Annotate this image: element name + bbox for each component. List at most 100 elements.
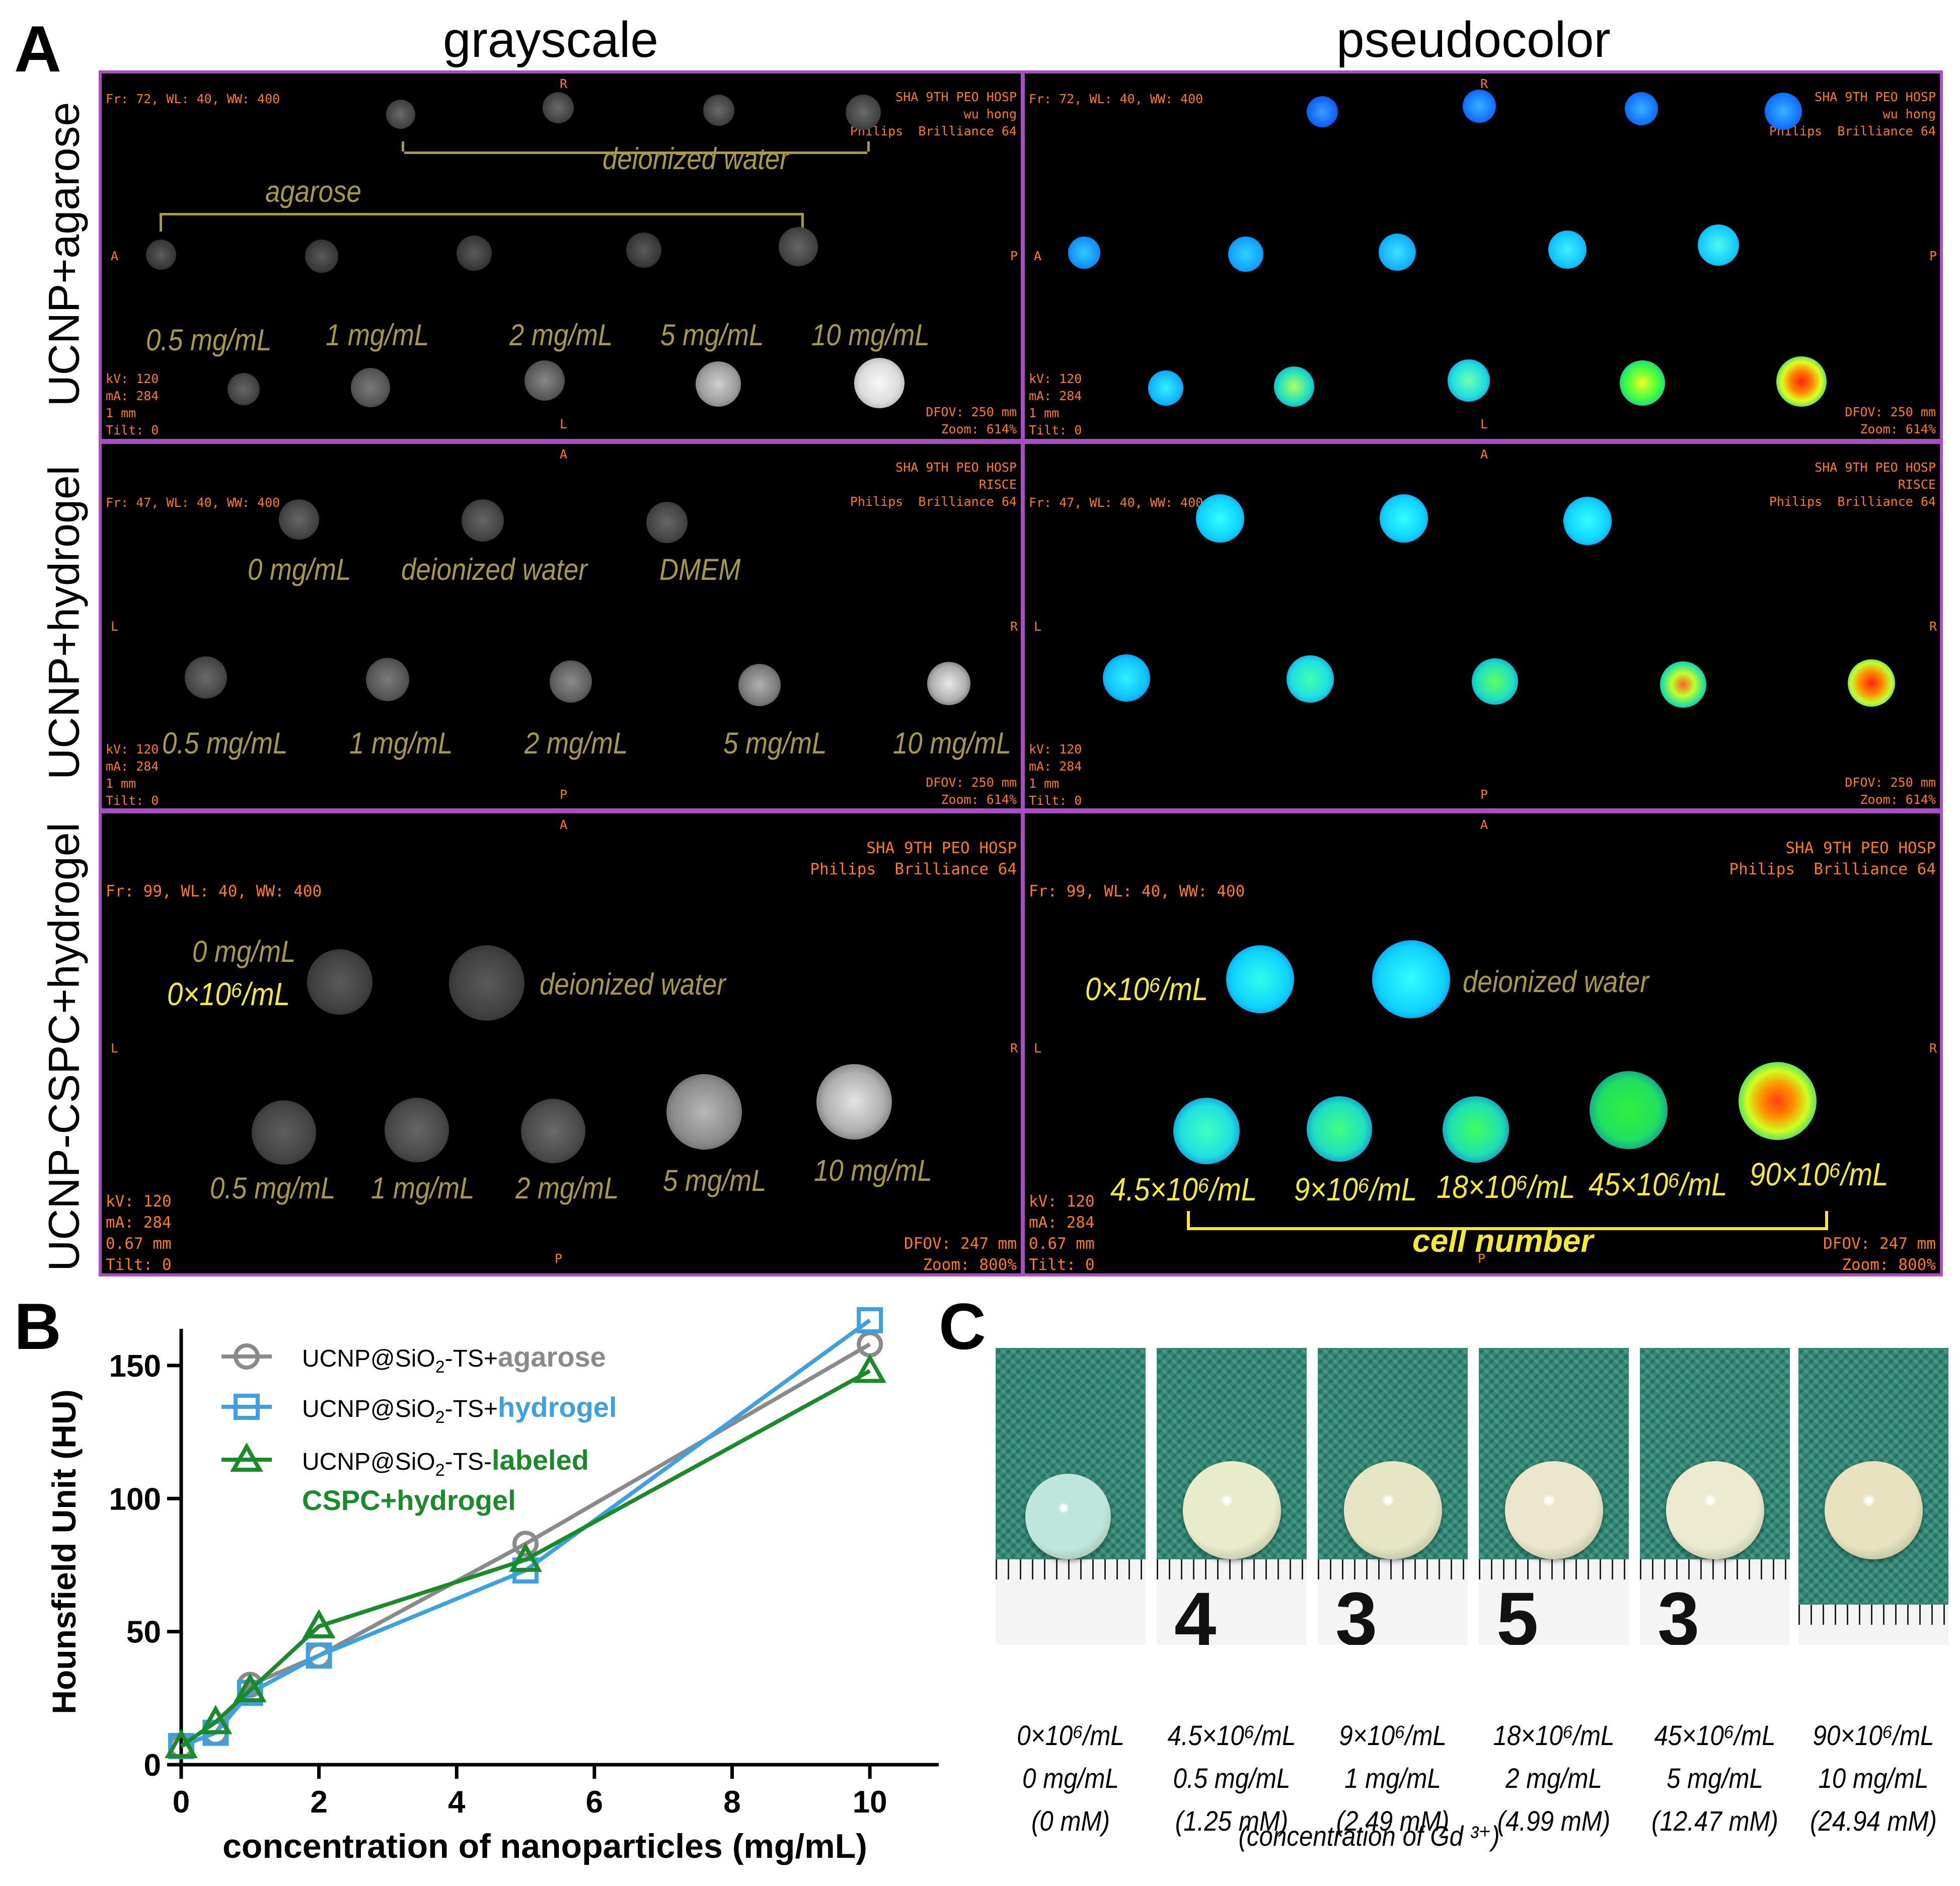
ct-header: Fr: 72, WL: 40, WW: 400 [1029, 92, 1203, 106]
ruler [1798, 1605, 1948, 1645]
sample-photo: 5 [1479, 1348, 1629, 1645]
bracket-water [402, 141, 870, 154]
ct-footer-left: kV: 120 mA: 284 0.67 mm Tilt: 0 [106, 1192, 172, 1274]
ct-footer-right: DFOV: 247 mm Zoom: 800% [1823, 1235, 1936, 1274]
sample-dot [550, 660, 592, 703]
dir-top: A [1480, 817, 1488, 832]
ruler: 4 [1157, 1559, 1307, 1645]
ct-row1-pseudocolor: Fr: 72, WL: 40, WW: 400 SHA 9TH PEO HOSP… [1022, 70, 1943, 442]
sample-dot [927, 662, 970, 705]
sample-dot [1590, 1071, 1668, 1149]
hydrogel-bead [1182, 1461, 1281, 1559]
sample-dot [1379, 234, 1416, 271]
data-point [853, 1353, 887, 1383]
label-control: deionized water [401, 553, 587, 586]
legend-label: UCNP@SiO2-TS-labeled [302, 1444, 589, 1480]
label-conc: 0.5 mg/mL [146, 323, 272, 357]
sample-photo [996, 1348, 1146, 1645]
sample-dot [386, 100, 415, 129]
hydrogel-bead [1824, 1461, 1923, 1559]
sample-dot [1173, 1098, 1240, 1164]
data-point [857, 1307, 883, 1333]
sample-dot [146, 240, 176, 270]
cell-label: 4.5×10⁶/mL [1167, 1719, 1296, 1751]
label-control: 0 mg/mL [248, 553, 351, 586]
hydrogel-bead [1025, 1474, 1111, 1559]
conc-label: 5 mg/mL [1667, 1762, 1763, 1794]
sample-dot [228, 373, 260, 405]
dir-top: R [560, 77, 568, 91]
ruler: 5 [1479, 1559, 1629, 1645]
sample-dot [703, 95, 734, 126]
chart-axes: 0 50 100 150 0 2 4 6 8 10 concentration of nanopar… [45, 1329, 939, 1865]
sample-dot [1776, 356, 1827, 407]
sample-dot [1472, 658, 1518, 705]
label-water: deionized water [540, 967, 726, 1001]
legend-label: UCNP@SiO2-TS+hydrogel [302, 1391, 617, 1427]
y-tick-label: 100 [109, 1482, 161, 1517]
ct-hospital: SHA 9TH PEO HOSP wu hong Philips Brillia… [850, 90, 1017, 138]
sample-dot [1620, 360, 1665, 406]
dir-bottom: P [1478, 1251, 1486, 1266]
ct-footer-left: kV: 120 mA: 284 1 mm Tilt: 0 [1029, 742, 1082, 808]
ct-hospital: SHA 9TH PEO HOSP Philips Brilliance 64 [810, 839, 1017, 878]
sample-dot [351, 368, 390, 407]
ct-header: Fr: 99, WL: 40, WW: 400 [1029, 882, 1245, 900]
label-deionized-water: deionized water [602, 142, 789, 176]
ct-footer-left: kV: 120 mA: 284 0.67 mm Tilt: 0 [1029, 1192, 1095, 1274]
sample-dot [1380, 494, 1428, 543]
sample-photo: 3 [1318, 1348, 1468, 1645]
gd-label: (12.47 mM) [1651, 1805, 1778, 1837]
x-axis-title: concentration of nanoparticles (mg/mL) [222, 1827, 867, 1865]
row-label-cspc: UCNP-CSPC+hydrogel [40, 822, 89, 1271]
panel-b-letter: B [14, 1290, 61, 1363]
x-tick-label: 8 [723, 1785, 740, 1820]
ct-header: Fr: 99, WL: 40, WW: 400 [106, 882, 322, 900]
ct-footer-right: DFOV: 250 mm Zoom: 614% [1845, 405, 1936, 436]
label-cells: 9×10⁶/mL [1294, 1171, 1417, 1208]
sample-dot [1228, 237, 1263, 272]
sample-dot [738, 664, 781, 706]
label-conc: 10 mg/mL [811, 318, 930, 352]
label-conc: 2 mg/mL [524, 726, 628, 760]
gd-label: (4.99 mM) [1497, 1805, 1611, 1837]
dir-bottom: P [1480, 787, 1488, 802]
sample-dot [846, 95, 881, 130]
data-point [233, 1673, 267, 1702]
label-conc: 10 mg/mL [893, 726, 1011, 760]
sample-dot [1372, 940, 1450, 1018]
x-tick-label: 10 [853, 1785, 887, 1820]
dir-top: A [560, 817, 568, 832]
sample-dot [1463, 90, 1496, 123]
dir-bottom: P [555, 1251, 563, 1266]
sample-dot [366, 658, 409, 701]
ruler-digit: 3 [1657, 1576, 1700, 1645]
label-conc: 0.5 mg/mL [162, 726, 288, 760]
conc-label: 1 mg/mL [1344, 1762, 1441, 1794]
conc-label: 2 mg/mL [1505, 1762, 1602, 1794]
dir-left: L [111, 619, 119, 634]
sample-dot [779, 227, 818, 266]
sample-dot [307, 949, 372, 1015]
series-triangle [165, 1353, 887, 1758]
sample-dot [1274, 366, 1314, 407]
sample-dot [1148, 370, 1183, 406]
sample-dot [1765, 93, 1802, 130]
label-conc: 5 mg/mL [663, 1164, 767, 1197]
sample-dot [1307, 1096, 1372, 1162]
sample-dot [462, 499, 504, 542]
dir-bottom: L [1480, 417, 1488, 431]
sample-dot [816, 1064, 892, 1140]
label-zero-cells: 0×10⁶/mL [1085, 971, 1209, 1007]
sample-dot [1698, 224, 1739, 266]
label-water: deionized water [1463, 965, 1649, 999]
dir-right: P [1929, 249, 1937, 263]
y-axis-title: Hounsfield Unit (HU) [45, 1389, 83, 1714]
label-conc: 1 mg/mL [371, 1171, 475, 1205]
cell-number-bracket [1187, 1211, 1828, 1230]
chart-series [165, 1307, 887, 1759]
label-cells: 45×10⁶/mL [1589, 1166, 1727, 1202]
ruler-digit: 5 [1496, 1576, 1539, 1645]
ct-row1-grayscale: Fr: 72, WL: 40, WW: 400 SHA 9TH PEO HOSP… [99, 70, 1024, 442]
dir-bottom: P [560, 787, 568, 802]
